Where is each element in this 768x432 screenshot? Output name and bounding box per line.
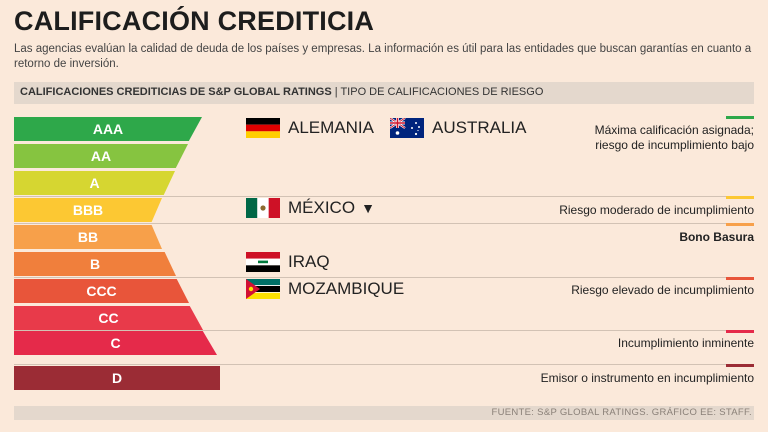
rating-bar-bb: BB [14,225,162,249]
divider-5 [14,364,754,365]
rating-label-bbb: BBB [72,202,104,218]
divider-2 [14,223,754,224]
country-name-mexico: MÉXICO [288,198,356,217]
accent-orange [726,223,754,226]
desc-junk: Bono Basura [679,230,754,244]
accent-green [726,116,754,119]
rating-bar-d: D [14,366,220,390]
country-australia: AUSTRALIA [390,118,526,138]
desc-max: Máxima calificación asignada; riesgo de i… [595,123,754,153]
rating-bar-b: B [14,252,176,276]
rating-label-ccc: CCC [86,283,117,299]
rating-label-cc: CC [98,310,119,326]
accent-red [726,277,754,280]
iraq-flag-icon [246,252,280,272]
country-name-iraq: IRAQ [288,252,330,271]
australia-flag-icon [390,118,424,138]
desc-moderate: Riesgo moderado de incumplimiento [559,203,754,217]
germany-flag-icon [246,118,280,138]
page-title: CALIFICACIÓN CREDITICIA [14,6,375,36]
country-mexico: MÉXICO ▼ [246,198,375,218]
rating-bar-a: A [14,171,175,195]
rating-bar-aaa: AAA [14,117,202,141]
country-mozambique: MOZAMBIQUE [246,279,404,299]
desc-imminent: Incumplimiento inminente [617,336,754,350]
footer-band [14,406,754,420]
accent-yellow [726,196,754,199]
rating-bar-ccc: CCC [14,279,189,303]
desc-max-line2: riesgo de incumplimiento bajo [595,138,754,152]
rating-bar-c: C [14,331,217,355]
rating-label-b: B [89,256,101,272]
rating-label-aa: AA [90,148,112,164]
rating-bar-cc: CC [14,306,203,330]
country-germany: ALEMANIA [246,118,374,138]
rating-bar-aa: AA [14,144,188,168]
rating-label-d: D [111,370,123,386]
country-name-germany: ALEMANIA [288,118,374,137]
rating-label-aaa: AAA [92,121,124,137]
rating-bar-bbb: BBB [14,198,162,222]
divider-1 [14,196,754,197]
country-iraq: IRAQ [246,252,330,272]
desc-high: Riesgo elevado de incumplimiento [571,283,754,297]
country-name-australia: AUSTRALIA [432,118,527,137]
desc-max-line1: Máxima calificación asignada; [594,123,754,137]
accent-crimson [726,330,754,333]
rating-label-bb: BB [77,229,99,245]
header-band: CALIFICACIONES CREDITICIAS DE S&P GLOBAL… [14,82,754,104]
desc-default: Emisor o instrumento en incumplimiento [540,371,754,385]
band-label-rest: | TIPO DE CALIFICACIONES DE RIESGO [331,86,544,98]
mozambique-flag-icon [246,279,280,299]
subtitle: Las agencias evalúan la calidad de deuda… [14,43,752,70]
source-footer: FUENTE: S&P GLOBAL RATINGS. GRÁFICO EE: … [491,407,752,418]
band-label: CALIFICACIONES CREDITICIAS DE S&P GLOBAL… [20,86,543,98]
country-name-mozambique: MOZAMBIQUE [288,279,405,298]
rating-label-a: A [89,175,100,191]
mexico-flag-icon [246,198,280,218]
band-label-bold: CALIFICACIONES CREDITICIAS DE S&P GLOBAL… [20,86,332,98]
divider-4 [14,330,754,331]
accent-maroon [726,364,754,367]
divider-3 [14,277,754,278]
rating-label-c: C [110,335,121,351]
downgrade-arrow-icon: ▼ [361,200,375,216]
